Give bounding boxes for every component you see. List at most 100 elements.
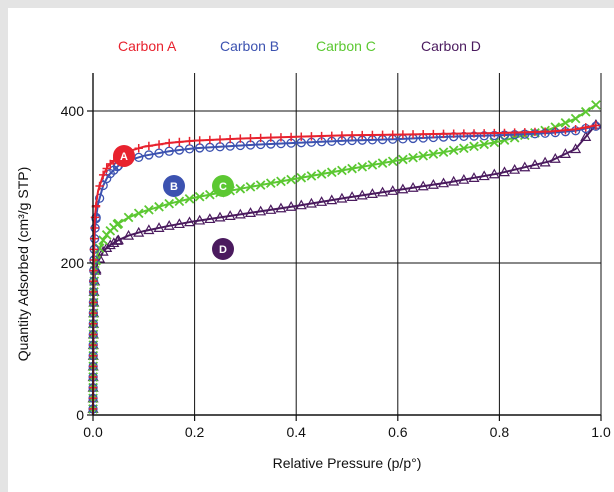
data-point-marker xyxy=(123,229,135,240)
data-point-marker xyxy=(498,166,511,177)
y-tick-label: 0 xyxy=(76,407,84,423)
badge-letter: C xyxy=(219,181,227,193)
data-point-marker xyxy=(377,186,389,197)
data-point-marker xyxy=(418,151,429,161)
data-point-marker xyxy=(164,146,174,156)
data-point-marker xyxy=(234,208,246,219)
badge-circle xyxy=(113,145,135,167)
data-point-marker xyxy=(459,143,469,154)
series-badge-d: D xyxy=(212,238,234,260)
legend-entry-a: Carbon A xyxy=(118,38,177,54)
data-point-marker xyxy=(184,194,195,204)
data-point-marker xyxy=(123,212,134,223)
data-point-marker xyxy=(357,161,368,172)
data-point-marker xyxy=(591,100,601,110)
legend: Carbon A Carbon B Carbon C Carbon D xyxy=(118,38,481,54)
data-point-marker xyxy=(347,131,357,140)
data-point-marker xyxy=(540,127,550,136)
data-point-marker xyxy=(417,180,429,191)
data-point-marker xyxy=(133,226,145,237)
series-badge-b: B xyxy=(163,175,185,197)
data-point-marker xyxy=(113,218,124,229)
legend-entry-c: Carbon C xyxy=(316,38,376,54)
x-tick-label: 0.8 xyxy=(490,424,510,440)
data-point-marker xyxy=(94,193,105,203)
data-point-marker xyxy=(143,224,155,235)
data-point-marker xyxy=(144,141,154,151)
data-point-marker xyxy=(347,163,357,174)
data-point-marker xyxy=(366,188,378,198)
data-point-marker xyxy=(144,204,154,215)
data-point-marker xyxy=(89,255,98,265)
data-point-marker xyxy=(204,213,216,224)
data-point-marker xyxy=(154,148,164,158)
data-point-marker xyxy=(438,147,449,158)
data-point-marker xyxy=(398,130,408,139)
data-point-marker xyxy=(500,128,509,138)
data-point-marker xyxy=(307,132,316,141)
data-point-marker xyxy=(317,131,326,141)
data-point-marker xyxy=(458,173,470,184)
data-point-marker xyxy=(580,131,592,141)
data-point-marker xyxy=(94,243,105,254)
data-point-marker xyxy=(336,192,348,203)
data-point-marker xyxy=(90,213,100,222)
data-point-marker xyxy=(356,189,368,200)
data-point-marker xyxy=(224,210,236,220)
data-point-marker xyxy=(398,154,408,165)
data-point-marker xyxy=(448,145,459,156)
data-point-marker xyxy=(519,161,531,172)
data-point-marker xyxy=(175,137,184,147)
data-point-marker xyxy=(236,134,245,143)
data-point-marker xyxy=(489,137,500,148)
data-point-marker xyxy=(429,129,438,139)
data-point-marker xyxy=(388,130,397,139)
data-point-marker xyxy=(468,172,480,182)
data-point-marker xyxy=(285,201,297,211)
data-point-marker xyxy=(327,131,336,140)
badge-circle xyxy=(163,175,185,197)
data-point-marker xyxy=(297,132,306,141)
data-point-marker xyxy=(561,125,570,135)
legend-entry-b: Carbon B xyxy=(220,38,279,54)
data-point-marker xyxy=(95,181,104,191)
data-point-marker xyxy=(377,158,388,168)
data-point-marker xyxy=(559,148,571,158)
badge-circle xyxy=(212,175,234,197)
data-point-marker xyxy=(488,168,500,179)
data-point-marker xyxy=(427,178,439,189)
data-point-marker xyxy=(89,234,99,243)
data-point-marker xyxy=(326,167,337,178)
data-point-marker xyxy=(194,191,205,202)
data-point-marker xyxy=(459,129,469,138)
data-point-marker xyxy=(479,139,489,150)
data-point-marker xyxy=(407,182,419,192)
chart-figure: 0.0 0.2 0.4 0.6 0.8 1.0 0 200 400 Carbon A Carbon… xyxy=(8,8,614,492)
data-point-marker xyxy=(98,235,108,246)
data-point-marker xyxy=(295,199,307,210)
y-tick-label: 200 xyxy=(61,255,85,271)
grid xyxy=(93,73,602,415)
data-point-marker xyxy=(164,198,175,209)
data-point-marker xyxy=(112,234,124,245)
x-tick-label: 0.6 xyxy=(388,424,408,440)
data-point-marker xyxy=(510,128,519,137)
badge-circle xyxy=(212,238,234,260)
data-point-marker xyxy=(316,196,328,206)
data-point-marker xyxy=(185,136,194,146)
data-point-marker xyxy=(367,160,378,170)
data-point-marker xyxy=(448,175,460,186)
data-point-marker xyxy=(101,242,113,252)
data-point-marker xyxy=(479,129,489,138)
data-point-marker xyxy=(478,170,490,181)
data-point-marker xyxy=(469,141,479,152)
data-point-marker xyxy=(89,245,99,254)
data-point-marker xyxy=(286,174,296,185)
chart-background xyxy=(8,8,614,492)
data-point-marker xyxy=(358,130,367,140)
badge-letter: D xyxy=(219,244,227,256)
data-point-marker xyxy=(225,134,235,144)
data-point-marker xyxy=(490,128,499,138)
badge-letter: A xyxy=(120,151,128,163)
y-axis-title: Quantity Adsorbed (cm³/g STP) xyxy=(15,167,31,362)
